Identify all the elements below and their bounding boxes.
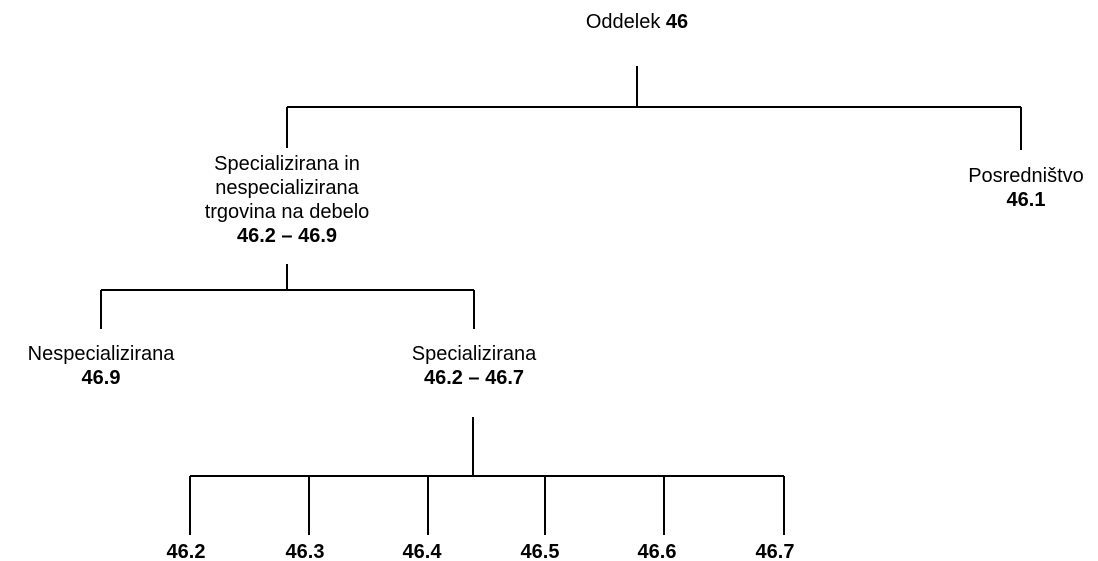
leaf-code: 46.2 bbox=[166, 541, 206, 561]
non-specialized-node: Nespecializirana 46.9 bbox=[28, 342, 175, 390]
wholesale-code: 46.2 – 46.9 bbox=[236, 225, 338, 247]
specialized-code: 46.2 – 46.7 bbox=[423, 367, 525, 389]
leaf-code: 46.3 bbox=[285, 541, 325, 561]
specialized-node: Specializirana 46.2 – 46.7 bbox=[412, 342, 537, 390]
root-node: Oddelek 46 bbox=[586, 10, 688, 34]
leaf-code: 46.7 bbox=[755, 541, 795, 561]
leaf-code: 46.6 bbox=[637, 541, 677, 561]
wholesale-label-line3: trgovina na debelo bbox=[204, 201, 370, 223]
brokerage-code: 46.1 bbox=[1006, 189, 1046, 211]
wholesale-node: Specializirana in nespecializirana trgov… bbox=[205, 152, 370, 248]
brokerage-node: Posredništvo 46.1 bbox=[968, 164, 1084, 212]
leaf-code: 46.4 bbox=[402, 541, 442, 561]
wholesale-label-line1: Specializirana in bbox=[214, 153, 360, 175]
non-specialized-code: 46.9 bbox=[81, 367, 121, 389]
specialized-label: Specializirana bbox=[411, 343, 537, 365]
wholesale-label-line2: nespecializirana bbox=[215, 177, 359, 199]
root-label: Oddelek bbox=[585, 11, 661, 33]
brokerage-label: Posredništvo bbox=[968, 165, 1084, 187]
non-specialized-label: Nespecializirana bbox=[27, 343, 175, 365]
leaf-code: 46.5 bbox=[520, 541, 560, 561]
root-code: 46 bbox=[665, 11, 689, 33]
